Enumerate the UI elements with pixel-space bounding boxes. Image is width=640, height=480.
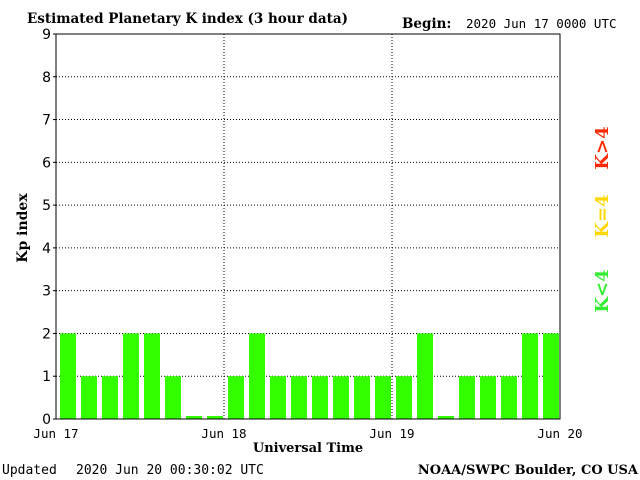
kp-bar	[354, 376, 370, 419]
kp-bar	[249, 333, 265, 419]
kp-bar	[291, 376, 307, 419]
kp-bar	[102, 376, 118, 419]
updated-value: 2020 Jun 20 00:30:02 UTC	[76, 463, 264, 478]
legend-above-4: K>4	[592, 126, 613, 169]
kp-bar	[522, 333, 538, 419]
y-tick-label: 4	[42, 241, 51, 257]
y-tick-label: 3	[42, 284, 51, 300]
kp-bar	[312, 376, 328, 419]
y-tick-label: 7	[42, 113, 51, 129]
kp-bar	[81, 376, 97, 419]
x-tick-label: Jun 17	[33, 426, 78, 441]
plot-frame	[55, 33, 561, 420]
y-tick-label: 9	[42, 27, 51, 43]
kp-bar	[501, 376, 517, 419]
kp-bar	[480, 376, 496, 419]
y-axis-label: Kp index	[15, 193, 31, 263]
kp-bar	[396, 376, 412, 419]
y-tick-label: 0	[42, 412, 51, 428]
kp-bar	[207, 416, 223, 419]
kp-bar	[144, 333, 160, 419]
x-tick-label: Jun 20	[537, 426, 582, 441]
begin-label: Begin:	[402, 16, 451, 32]
y-tick-label: 5	[42, 198, 51, 214]
kp-bar	[438, 416, 454, 419]
kp-bar	[459, 376, 475, 419]
x-tick-label: Jun 19	[369, 426, 414, 441]
kp-bar	[543, 333, 559, 419]
kp-bar	[186, 416, 202, 419]
x-tick-label: Jun 18	[201, 426, 246, 441]
kp-bar	[123, 333, 139, 419]
x-axis-label: Universal Time	[253, 441, 363, 456]
y-tick-label: 8	[42, 70, 51, 86]
legend-below-4: K<4	[592, 269, 613, 312]
chart-title: Estimated Planetary K index (3 hour data…	[27, 11, 348, 27]
kp-bar	[228, 376, 244, 419]
y-tick-label: 2	[42, 326, 51, 342]
kp-bar	[270, 376, 286, 419]
begin-value: 2020 Jun 17 0000 UTC	[466, 16, 617, 31]
kp-bar	[333, 376, 349, 419]
y-tick-label: 6	[42, 155, 51, 171]
kp-bar	[60, 333, 76, 419]
kp-bar	[417, 333, 433, 419]
credit-text: NOAA/SWPC Boulder, CO USA	[418, 463, 639, 478]
bars-group	[60, 333, 559, 419]
kp-bar	[375, 376, 391, 419]
x-tick-labels: Jun 17 Jun 18 Jun 19 Jun 20	[33, 426, 582, 441]
y-tick-labels: 0 1 2 3 4 5 6 7 8 9	[42, 27, 56, 428]
y-tick-label: 1	[42, 369, 51, 385]
updated-label: Updated	[2, 463, 57, 478]
legend-equal-4: K=4	[592, 194, 613, 237]
kp-bar	[165, 376, 181, 419]
